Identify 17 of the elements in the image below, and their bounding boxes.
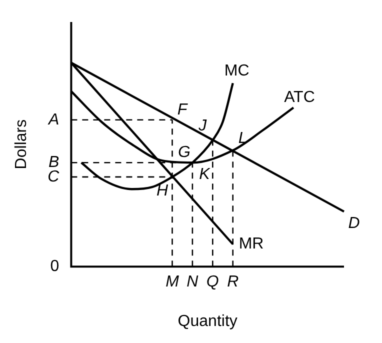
annotation: G: [178, 144, 190, 162]
series-label: MR: [238, 236, 264, 253]
x-tick-label: N: [186, 274, 199, 291]
text: A: [48, 111, 60, 128]
x-tick-label: M: [166, 274, 180, 291]
annotation: H: [156, 182, 168, 200]
series-label: D: [348, 215, 360, 232]
x-axis-title: Quantity: [178, 312, 238, 330]
series-label: ATC: [284, 89, 315, 106]
series-label: MC: [224, 62, 250, 80]
x-tick-label: R: [227, 274, 240, 291]
annotation: K: [199, 166, 212, 184]
annotation: F: [177, 101, 188, 118]
x-tick-label: Q: [206, 274, 219, 291]
annotation: J: [198, 118, 208, 135]
y-axis-title: Dollars: [13, 119, 30, 170]
text: 0: [50, 258, 60, 276]
